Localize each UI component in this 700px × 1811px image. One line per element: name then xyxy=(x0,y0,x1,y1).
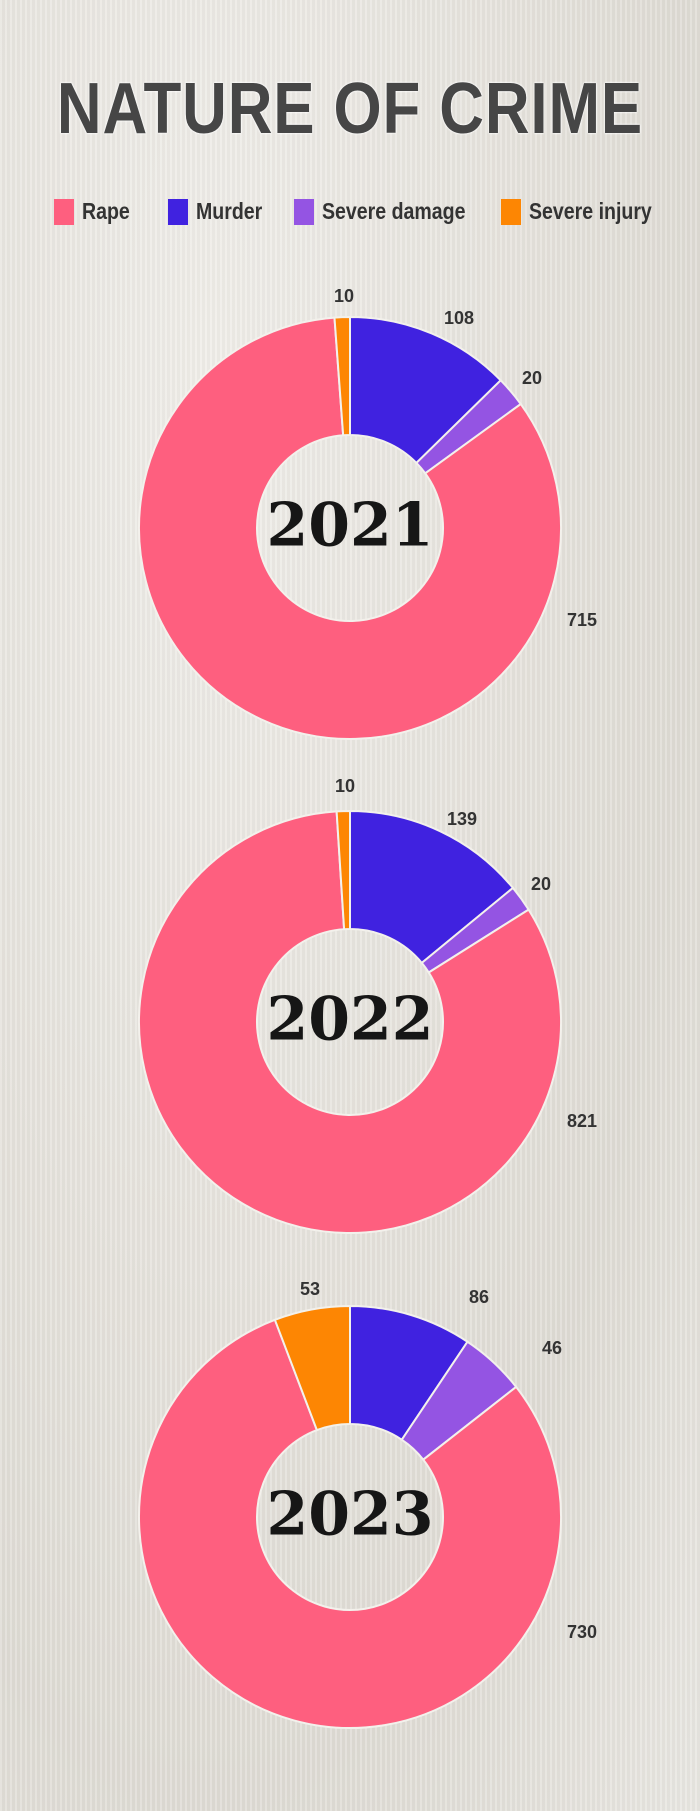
data-label-rape: 715 xyxy=(567,610,597,630)
legend: Rape Murder Severe damage Severe injury xyxy=(54,198,699,225)
data-label-murder: 108 xyxy=(444,308,474,328)
center-year-label: 2023 xyxy=(267,1480,434,1550)
legend-item-rape: Rape xyxy=(54,198,138,225)
donut-chart-2023: 86 46 730 53 2023 xyxy=(138,1279,597,1729)
legend-swatch xyxy=(500,198,521,225)
donut-chart-2021: 108 20 715 10 2021 xyxy=(138,286,597,740)
data-label-severe-injury: 53 xyxy=(300,1279,320,1299)
data-label-severe-injury: 10 xyxy=(335,776,355,796)
legend-item-murder: Murder xyxy=(168,198,274,225)
data-label-severe-injury: 10 xyxy=(334,286,354,306)
legend-item-severe-injury: Severe injury xyxy=(500,198,673,225)
legend-item-severe-damage: Severe damage xyxy=(294,198,491,225)
page-title: NATURE OF CRIME xyxy=(56,69,644,149)
data-label-murder: 86 xyxy=(469,1287,489,1307)
legend-swatch xyxy=(294,198,315,225)
slice-rape xyxy=(138,316,562,740)
legend-swatch xyxy=(54,198,74,225)
data-label-murder: 139 xyxy=(447,809,477,829)
slice-rape xyxy=(138,1318,562,1729)
slice-rape xyxy=(138,810,562,1234)
slice-severe-injury xyxy=(335,809,351,931)
slice-murder xyxy=(349,809,515,965)
slice-severe-injury xyxy=(273,1304,351,1432)
slice-severe-injury xyxy=(333,315,351,437)
data-label-severe-damage: 20 xyxy=(522,368,542,388)
donut-chart-2022: 139 20 821 10 2022 xyxy=(138,776,597,1234)
center-year-label: 2022 xyxy=(267,985,434,1055)
legend-swatch xyxy=(168,198,189,225)
data-label-severe-damage: 46 xyxy=(542,1338,562,1358)
center-year-label: 2021 xyxy=(267,491,434,561)
legend-label: Severe injury xyxy=(528,198,652,224)
data-label-rape: 821 xyxy=(567,1111,597,1131)
legend-label: Murder xyxy=(196,198,263,224)
data-label-rape: 730 xyxy=(567,1622,597,1642)
legend-label: Severe damage xyxy=(322,198,466,224)
data-label-severe-damage: 20 xyxy=(531,874,551,894)
legend-label: Rape xyxy=(82,198,130,224)
